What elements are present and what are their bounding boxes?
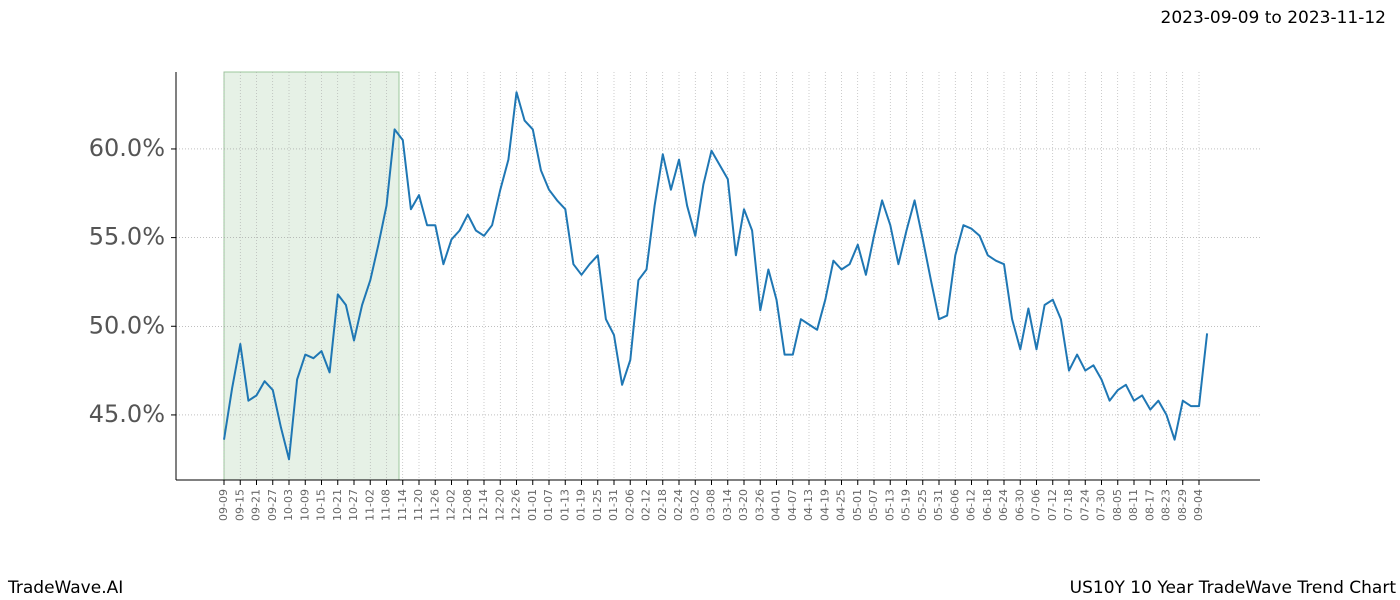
x-tick-label: 01-01 (526, 489, 539, 521)
chart-title: 2023-09-09 to 2023-11-12 (1161, 8, 1386, 28)
x-tick-label: 10-21 (331, 489, 344, 521)
x-tick-label: 09-27 (266, 489, 279, 521)
x-tick-label: 03-20 (737, 489, 750, 521)
x-tick-label: 01-13 (558, 489, 571, 521)
x-tick-label: 03-08 (705, 489, 718, 521)
x-tick-label: 01-31 (607, 489, 620, 521)
x-tick-label: 06-12 (965, 489, 978, 521)
y-tick-label: 55.0% (89, 223, 165, 251)
x-tick-label: 11-26 (428, 489, 441, 521)
x-tick-label: 05-01 (851, 489, 864, 521)
x-tick-label: 05-07 (867, 489, 880, 521)
y-tick-label: 60.0% (89, 134, 165, 162)
grid (176, 72, 1260, 480)
x-tick-label: 11-02 (363, 489, 376, 521)
x-tick-label: 06-18 (981, 489, 994, 521)
x-tick-label: 04-01 (770, 489, 783, 521)
x-tick-label: 09-04 (1192, 489, 1205, 521)
x-tick-label: 09-15 (233, 489, 246, 521)
x-tick-label: 12-02 (445, 489, 458, 521)
y-tick-label: 45.0% (89, 400, 165, 428)
x-tick-label: 05-25 (916, 489, 929, 521)
x-tick-label: 01-25 (591, 489, 604, 521)
x-tick-label: 07-24 (1078, 489, 1091, 521)
x-tick-label: 06-30 (1013, 489, 1026, 521)
x-tick-label: 06-24 (997, 489, 1010, 521)
x-tick-label: 11-20 (412, 489, 425, 521)
x-tick-label: 03-14 (721, 489, 734, 521)
x-tick-label: 05-13 (883, 489, 896, 521)
highlight-region (223, 71, 400, 481)
x-tick-label: 01-07 (542, 489, 555, 521)
x-tick-label: 09-09 (217, 489, 230, 521)
x-tick-label: 10-09 (298, 489, 311, 521)
x-tick-label: 07-06 (1030, 489, 1043, 521)
x-tick-label: 12-20 (493, 489, 506, 521)
x-tick-label: 08-17 (1143, 489, 1156, 521)
x-tick-label: 05-19 (900, 489, 913, 521)
x-tick-label: 12-14 (477, 489, 490, 521)
x-tick-label: 02-18 (656, 489, 669, 521)
trend-line (223, 91, 1209, 461)
y-tick-label: 50.0% (89, 311, 165, 339)
x-tick-label: 04-07 (786, 489, 799, 521)
x-tick-label: 11-08 (380, 489, 393, 521)
x-tick-label: 01-19 (575, 489, 588, 521)
x-tick-label: 08-05 (1111, 489, 1124, 521)
x-tick-label: 08-11 (1127, 489, 1140, 521)
x-tick-label: 03-02 (688, 489, 701, 521)
x-tick-label: 04-25 (835, 489, 848, 521)
x-tick-label: 08-29 (1176, 489, 1189, 521)
x-tick-label: 12-26 (510, 489, 523, 521)
x-tick-label: 08-23 (1160, 489, 1173, 521)
x-tick-label: 10-03 (282, 489, 295, 521)
x-tick-label: 02-12 (640, 489, 653, 521)
x-tick-label: 07-12 (1046, 489, 1059, 521)
x-tick-label: 09-21 (250, 489, 263, 521)
footer-left: TradeWave.AI (7, 578, 123, 598)
x-tick-label: 07-30 (1095, 489, 1108, 521)
x-tick-label: 10-27 (347, 489, 360, 521)
x-tick-label: 04-19 (818, 489, 831, 521)
x-tick-label: 11-14 (396, 489, 409, 521)
footer-right: US10Y 10 Year TradeWave Trend Chart (1070, 578, 1397, 598)
x-tick-label: 03-26 (753, 489, 766, 521)
x-tick-label: 07-18 (1062, 489, 1075, 521)
x-tick-label: 02-24 (672, 489, 685, 521)
x-tick-label: 06-06 (948, 489, 961, 521)
x-tick-label: 05-31 (932, 489, 945, 521)
x-tick-label: 04-13 (802, 489, 815, 521)
x-tick-label: 10-15 (315, 489, 328, 521)
x-tick-label: 02-06 (623, 489, 636, 521)
x-tick-label: 12-08 (461, 489, 474, 521)
